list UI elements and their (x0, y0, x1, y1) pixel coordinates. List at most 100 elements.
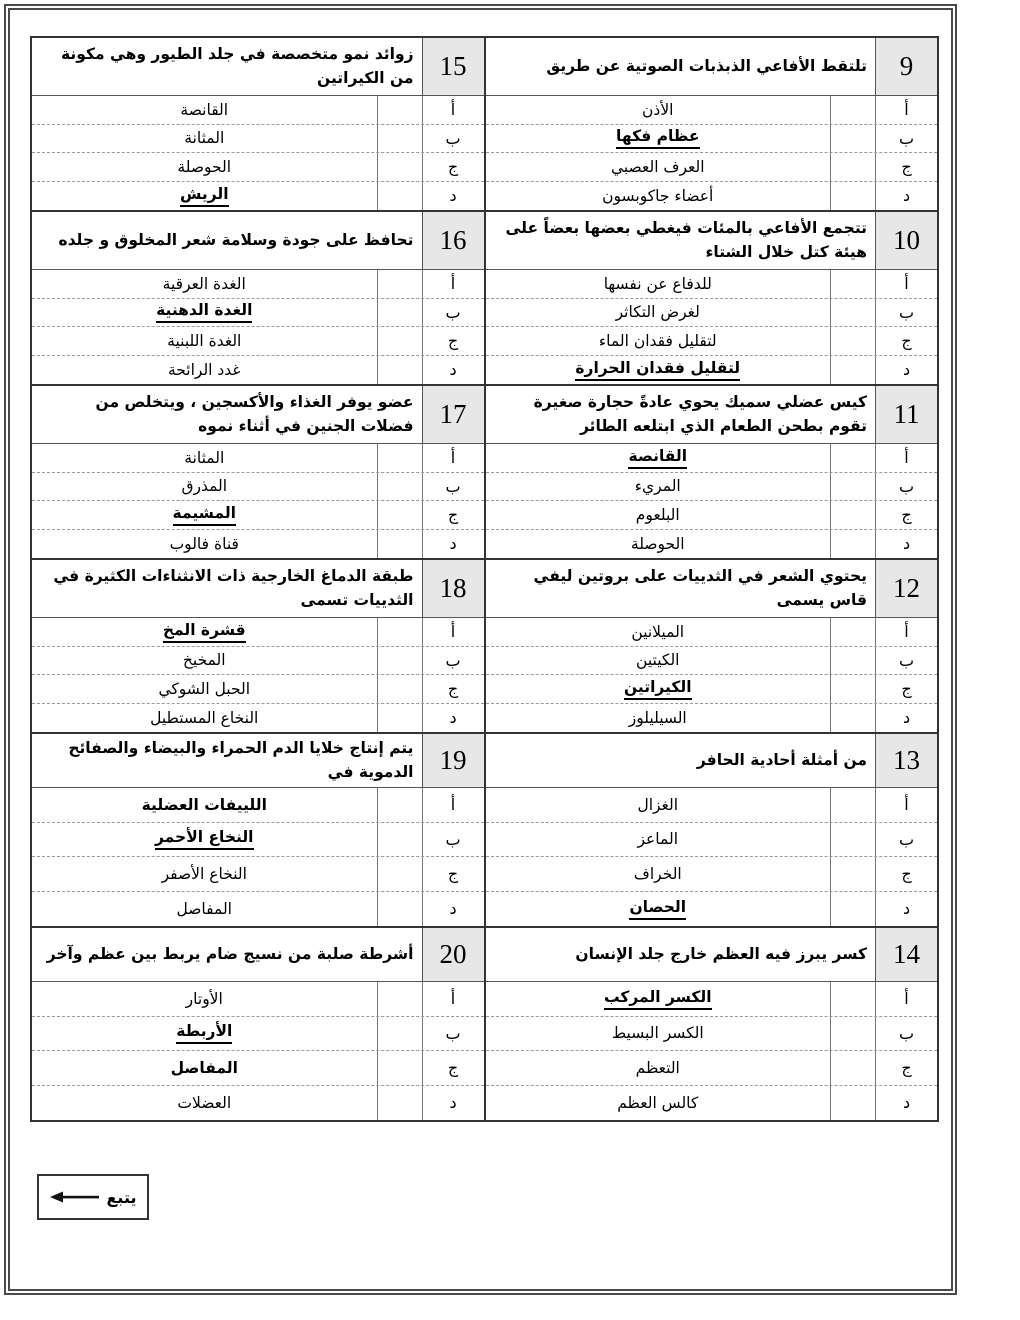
option-row: د الحصان (486, 891, 938, 926)
option-text-content: الحوصلة (177, 157, 232, 176)
option-text-content: لغرض التكاثر (615, 303, 700, 322)
answer-box-cell (376, 1016, 422, 1050)
question-text-content: تلتقط الأفاعي الذبذبات الصوتية عن طريق (546, 56, 867, 75)
answer-box-cell (376, 501, 422, 529)
option-text-content: قناة فالوب (169, 534, 239, 553)
option-text: المريء (486, 473, 831, 501)
option-row: ج المفاصل (32, 1051, 484, 1086)
question-block: 13 من أمثلة أحادية الحافر أ الغزال ب الماعز ج ا… (485, 732, 938, 926)
option-letter: ب (421, 646, 484, 674)
option-text: الكيراتين (486, 675, 831, 703)
option-row: أ الغزال (485, 788, 937, 823)
option-row: د أعضاء جاكوبسون (486, 181, 938, 210)
option-text-content: للدفاع عن نفسها (603, 274, 712, 293)
question-block: 16 تحافظ على جودة وسلامة شعر المخلوق و جل… (32, 210, 484, 384)
question-text-content: تحافظ على جودة وسلامة شعر المخلوق و جلده (58, 230, 414, 249)
option-text: المخيخ (32, 647, 377, 675)
option-text-content: التعظم (635, 1058, 680, 1077)
answer-box-cell (376, 270, 422, 298)
option-text: المفاصل (32, 1051, 377, 1085)
option-letter: ج (875, 327, 937, 355)
question-text: كسر يبرز فيه العظم خارج جلد الإنسان (486, 928, 876, 981)
option-row: ج البلعوم (485, 501, 937, 530)
option-letter: أ (421, 270, 484, 298)
option-row: ج الكيراتين (485, 675, 937, 704)
answer-box-cell (830, 788, 875, 822)
correct-answer-text: لتقليل فقدان الحرارة (575, 359, 741, 381)
option-text: الحبل الشوكي (32, 675, 377, 703)
answer-box-cell (830, 501, 875, 529)
answer-box-cell (830, 1016, 875, 1050)
answer-box-cell (376, 618, 422, 646)
option-text: لتقليل فقدان الماء (486, 327, 831, 355)
question-header-row: 19 يتم إنتاج خلايا الدم الحمراء والبيضاء … (32, 734, 484, 788)
option-text-content: غدد الرائحة (167, 360, 241, 379)
option-letter: ج (421, 675, 484, 703)
option-row: ب الماعز (485, 822, 937, 857)
question-text-content: يتم إنتاج خلايا الدم الحمراء والبيضاء وا… (68, 739, 414, 781)
option-text-content: لتقليل فقدان الماء (598, 331, 717, 350)
option-text: الغدة العرقية (32, 270, 377, 298)
option-row: أ الأذن (485, 96, 937, 125)
question-block: 14 كسر يبرز فيه العظم خارج جلد الإنسان أ ال… (485, 926, 937, 1120)
option-letter: ب (421, 822, 484, 856)
answer-box-cell (830, 270, 875, 298)
option-row: د قناة فالوب (32, 529, 484, 558)
option-letter: أ (875, 444, 937, 472)
option-letter: أ (875, 788, 937, 822)
option-text: العضلات (32, 1086, 377, 1121)
question-text-content: تتجمع الأفاعي بالمئات فيغطي بعضها بعضاً … (505, 219, 867, 261)
option-text-content: الغدة العرقية (162, 274, 246, 293)
answer-box-cell (376, 153, 422, 181)
option-letter: ج (875, 501, 937, 529)
question-text: تتجمع الأفاعي بالمئات فيغطي بعضها بعضاً … (486, 212, 876, 269)
option-text: لغرض التكاثر (486, 299, 831, 327)
answer-box-cell (830, 529, 875, 558)
question-text: تلتقط الأفاعي الذبذبات الصوتية عن طريق (486, 38, 876, 95)
option-text: الأذن (486, 96, 831, 124)
answer-box-cell (830, 675, 875, 703)
question-number: 9 (875, 38, 937, 95)
option-row: د النخاع المستطيل (32, 703, 484, 732)
option-text-content: المذرق (181, 477, 228, 496)
option-text-content: الميلانين (631, 622, 685, 641)
answer-box-cell (376, 298, 422, 326)
option-letter: أ (421, 96, 484, 124)
answer-box-cell (376, 355, 422, 384)
answer-box-cell (830, 822, 875, 856)
option-text-content: المثانة (184, 129, 225, 148)
questions-table-right: 9 تلتقط الأفاعي الذبذبات الصوتية عن طريق أ… (484, 36, 939, 1122)
question-number: 15 (421, 38, 484, 95)
option-text-content: الحبل الشوكي (158, 679, 251, 698)
answer-box-cell (376, 788, 422, 822)
option-text: المذرق (32, 473, 377, 501)
option-letter: ج (421, 327, 484, 355)
option-text: المثانة (32, 125, 377, 153)
option-text: الحوصلة (32, 153, 377, 181)
option-text: الكيتين (486, 647, 831, 675)
option-letter: ب (421, 298, 484, 326)
option-text: قشرة المخ (32, 618, 377, 646)
question-text-content: عضو يوفر الغذاء والأكسجين ، ويتخلص من فض… (95, 393, 414, 435)
option-text: المثانة (32, 444, 377, 472)
option-letter: أ (875, 618, 937, 646)
option-letter: د (421, 891, 484, 926)
correct-answer-text: الأربطة (176, 1022, 233, 1045)
question-text-content: يحتوي الشعر في الثدييات على بروتين ليفي … (533, 567, 867, 609)
option-row: د الحوصلة (486, 529, 938, 558)
option-text: لتقليل فقدان الحرارة (486, 356, 831, 385)
option-letter: ب (875, 472, 937, 500)
option-text: الخراف (486, 857, 831, 891)
option-letter: ب (875, 124, 937, 152)
answer-box-cell (830, 857, 875, 891)
option-letter: د (875, 891, 937, 926)
option-row: ب الكسر البسيط (485, 1016, 937, 1051)
option-row: أ المثانة (32, 444, 484, 473)
question-text-content: طبقة الدماغ الخارجية ذات الانثناءات الكث… (53, 567, 414, 609)
question-number: 20 (421, 928, 484, 981)
question-block: 20 أشرطة صلبة من نسيج ضام يربط بين عظم وآ… (32, 926, 484, 1120)
option-letter: د (421, 355, 484, 384)
option-letter: ب (875, 646, 937, 674)
option-letter: ب (421, 124, 484, 152)
